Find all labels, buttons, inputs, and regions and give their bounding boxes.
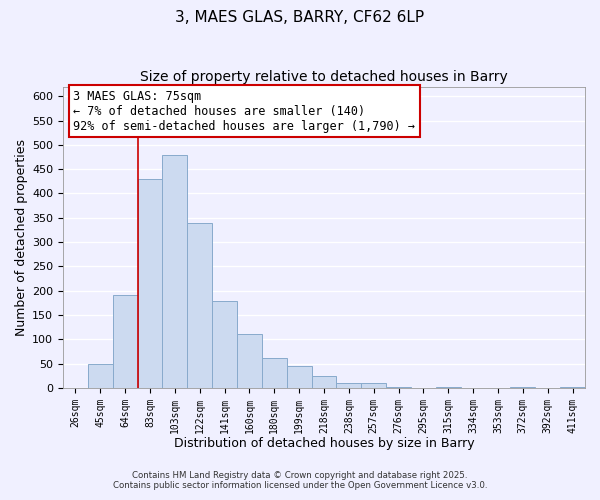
Bar	[237, 334, 262, 388]
X-axis label: Distribution of detached houses by size in Barry: Distribution of detached houses by size …	[173, 437, 475, 450]
Text: 3, MAES GLAS, BARRY, CF62 6LP: 3, MAES GLAS, BARRY, CF62 6LP	[175, 10, 425, 25]
Bar	[436, 387, 461, 388]
Bar	[511, 387, 535, 388]
Bar	[361, 383, 386, 388]
Bar	[287, 366, 311, 388]
Bar	[137, 179, 163, 388]
Text: Contains HM Land Registry data © Crown copyright and database right 2025.
Contai: Contains HM Land Registry data © Crown c…	[113, 470, 487, 490]
Bar	[88, 364, 113, 388]
Bar	[113, 294, 137, 388]
Y-axis label: Number of detached properties: Number of detached properties	[15, 138, 28, 336]
Bar	[163, 154, 187, 388]
Bar	[560, 387, 585, 388]
Bar	[187, 222, 212, 388]
Text: 3 MAES GLAS: 75sqm
← 7% of detached houses are smaller (140)
92% of semi-detache: 3 MAES GLAS: 75sqm ← 7% of detached hous…	[73, 90, 415, 132]
Bar	[212, 302, 237, 388]
Bar	[337, 383, 361, 388]
Bar	[262, 358, 287, 388]
Bar	[386, 387, 411, 388]
Title: Size of property relative to detached houses in Barry: Size of property relative to detached ho…	[140, 70, 508, 84]
Bar	[311, 376, 337, 388]
